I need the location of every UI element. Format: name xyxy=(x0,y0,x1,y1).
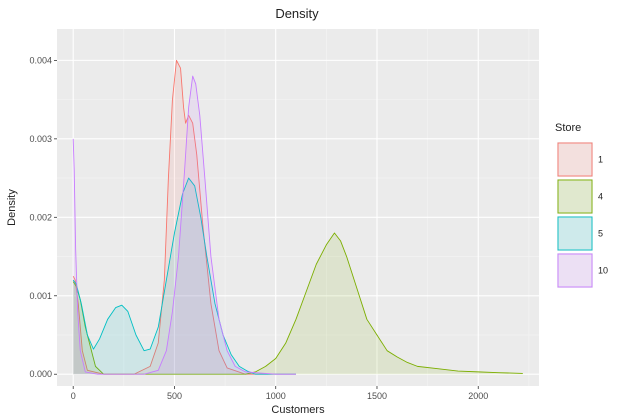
legend-label-store-5: 5 xyxy=(598,229,603,239)
legend-key-store-10 xyxy=(557,253,593,288)
density-area-store-4 xyxy=(73,233,523,375)
x-tick-label: 1000 xyxy=(266,391,286,401)
x-tick-label: 500 xyxy=(167,391,182,401)
density-area-store-1 xyxy=(73,60,296,375)
y-tick-label: 0.000 xyxy=(29,369,52,379)
legend-label-store-10: 10 xyxy=(598,266,608,276)
y-tick-label: 0.003 xyxy=(29,134,52,144)
density-line-store-5 xyxy=(72,177,296,375)
legend-label-store-1: 1 xyxy=(598,155,603,165)
legend-key-bg xyxy=(557,142,593,177)
y-axis-title: Density xyxy=(6,189,18,226)
legend: Store 1 4 5 10 xyxy=(555,122,608,288)
density-line-store-1 xyxy=(72,59,296,375)
plot-panel xyxy=(57,29,539,386)
x-tick-label: 1500 xyxy=(367,391,387,401)
grid-minor xyxy=(57,29,539,386)
y-tick-label: 0.002 xyxy=(29,212,52,222)
y-tick-label: 0.004 xyxy=(29,55,52,65)
density-line-store-10 xyxy=(72,75,296,375)
y-axis-ticks: 0.000 0.001 0.002 0.003 0.004 xyxy=(29,55,57,379)
x-tick-label: 2000 xyxy=(468,391,488,401)
legend-key-bg xyxy=(557,253,593,288)
legend-key-bg xyxy=(557,216,593,251)
legend-key-store-1 xyxy=(557,142,593,177)
legend-key-bg xyxy=(557,179,593,214)
legend-label-store-4: 4 xyxy=(598,192,603,202)
legend-key-store-4 xyxy=(557,179,593,214)
legend-key-store-5 xyxy=(557,216,593,251)
grid-major xyxy=(57,29,539,386)
legend-title: Store xyxy=(555,122,581,134)
density-area-store-5 xyxy=(73,178,296,375)
density-area-store-10 xyxy=(73,76,296,375)
chart-title: Density xyxy=(275,6,319,21)
x-axis-ticks: 0 500 1000 1500 2000 xyxy=(71,386,488,401)
density-line-store-4 xyxy=(72,232,523,375)
density-series xyxy=(72,59,523,375)
x-axis-title: Customers xyxy=(271,404,325,416)
y-tick-label: 0.001 xyxy=(29,291,52,301)
x-tick-label: 0 xyxy=(71,391,76,401)
